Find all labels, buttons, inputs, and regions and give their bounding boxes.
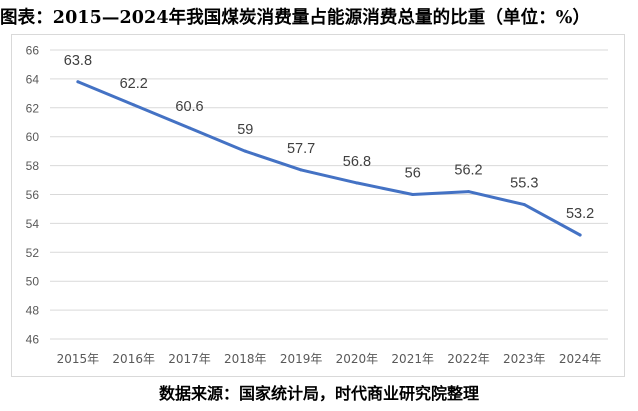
data-point — [411, 193, 415, 196]
x-tick-label: 2018年 — [224, 352, 267, 366]
x-tick-label: 2015年 — [57, 352, 100, 366]
x-tick-label: 2024年 — [559, 352, 602, 366]
x-tick-label: 2022年 — [447, 352, 490, 366]
y-tick-label: 62 — [26, 101, 40, 115]
y-tick-label: 58 — [26, 159, 40, 173]
data-point — [522, 203, 526, 207]
x-tick-label: 2023年 — [503, 352, 546, 366]
data-label: 63.8 — [64, 53, 92, 69]
x-tick-label: 2016年 — [112, 352, 155, 366]
data-point — [76, 80, 80, 84]
data-label: 55.3 — [510, 176, 538, 192]
data-label: 56 — [405, 166, 421, 182]
data-label: 60.6 — [175, 99, 203, 115]
series-line — [76, 80, 582, 237]
data-point — [578, 233, 582, 237]
data-point — [467, 190, 470, 194]
data-point — [299, 168, 303, 172]
data-label: 62.2 — [120, 76, 148, 92]
data-point — [243, 149, 247, 153]
y-tick-label: 60 — [26, 130, 40, 144]
y-tick-label: 50 — [26, 275, 40, 289]
data-label: 57.7 — [287, 141, 315, 157]
y-tick-label: 66 — [26, 44, 40, 58]
y-tick-label: 64 — [26, 72, 40, 86]
x-tick-label: 2021年 — [391, 352, 434, 366]
line-chart: 46 48 50 52 54 56 58 60 62 64 66 2015年 2016年 2017年 201… — [26, 44, 608, 366]
x-tick-label: 2020年 — [336, 352, 379, 366]
data-label: 59 — [237, 122, 253, 138]
chart-title: 图表：2015—2024年我国煤炭消费量占能源消费总量的比重（单位：%） — [0, 8, 591, 28]
data-label: 53.2 — [566, 206, 594, 222]
source-note: 数据来源：国家统计局，时代商业研究院整理 — [158, 384, 479, 403]
y-tick-label: 52 — [26, 246, 40, 260]
data-label: 56.8 — [343, 154, 371, 170]
chart-frame — [11, 34, 625, 377]
x-tick-label: 2019年 — [280, 352, 323, 366]
y-tick-label: 56 — [26, 188, 40, 202]
y-tick-label: 48 — [26, 304, 40, 318]
data-point — [132, 103, 136, 107]
y-tick-label: 54 — [26, 217, 40, 231]
y-tick-label: 46 — [26, 333, 40, 347]
data-point — [355, 181, 359, 185]
data-point — [188, 126, 191, 130]
x-tick-label: 2017年 — [168, 352, 211, 366]
data-label: 56.2 — [454, 163, 482, 179]
